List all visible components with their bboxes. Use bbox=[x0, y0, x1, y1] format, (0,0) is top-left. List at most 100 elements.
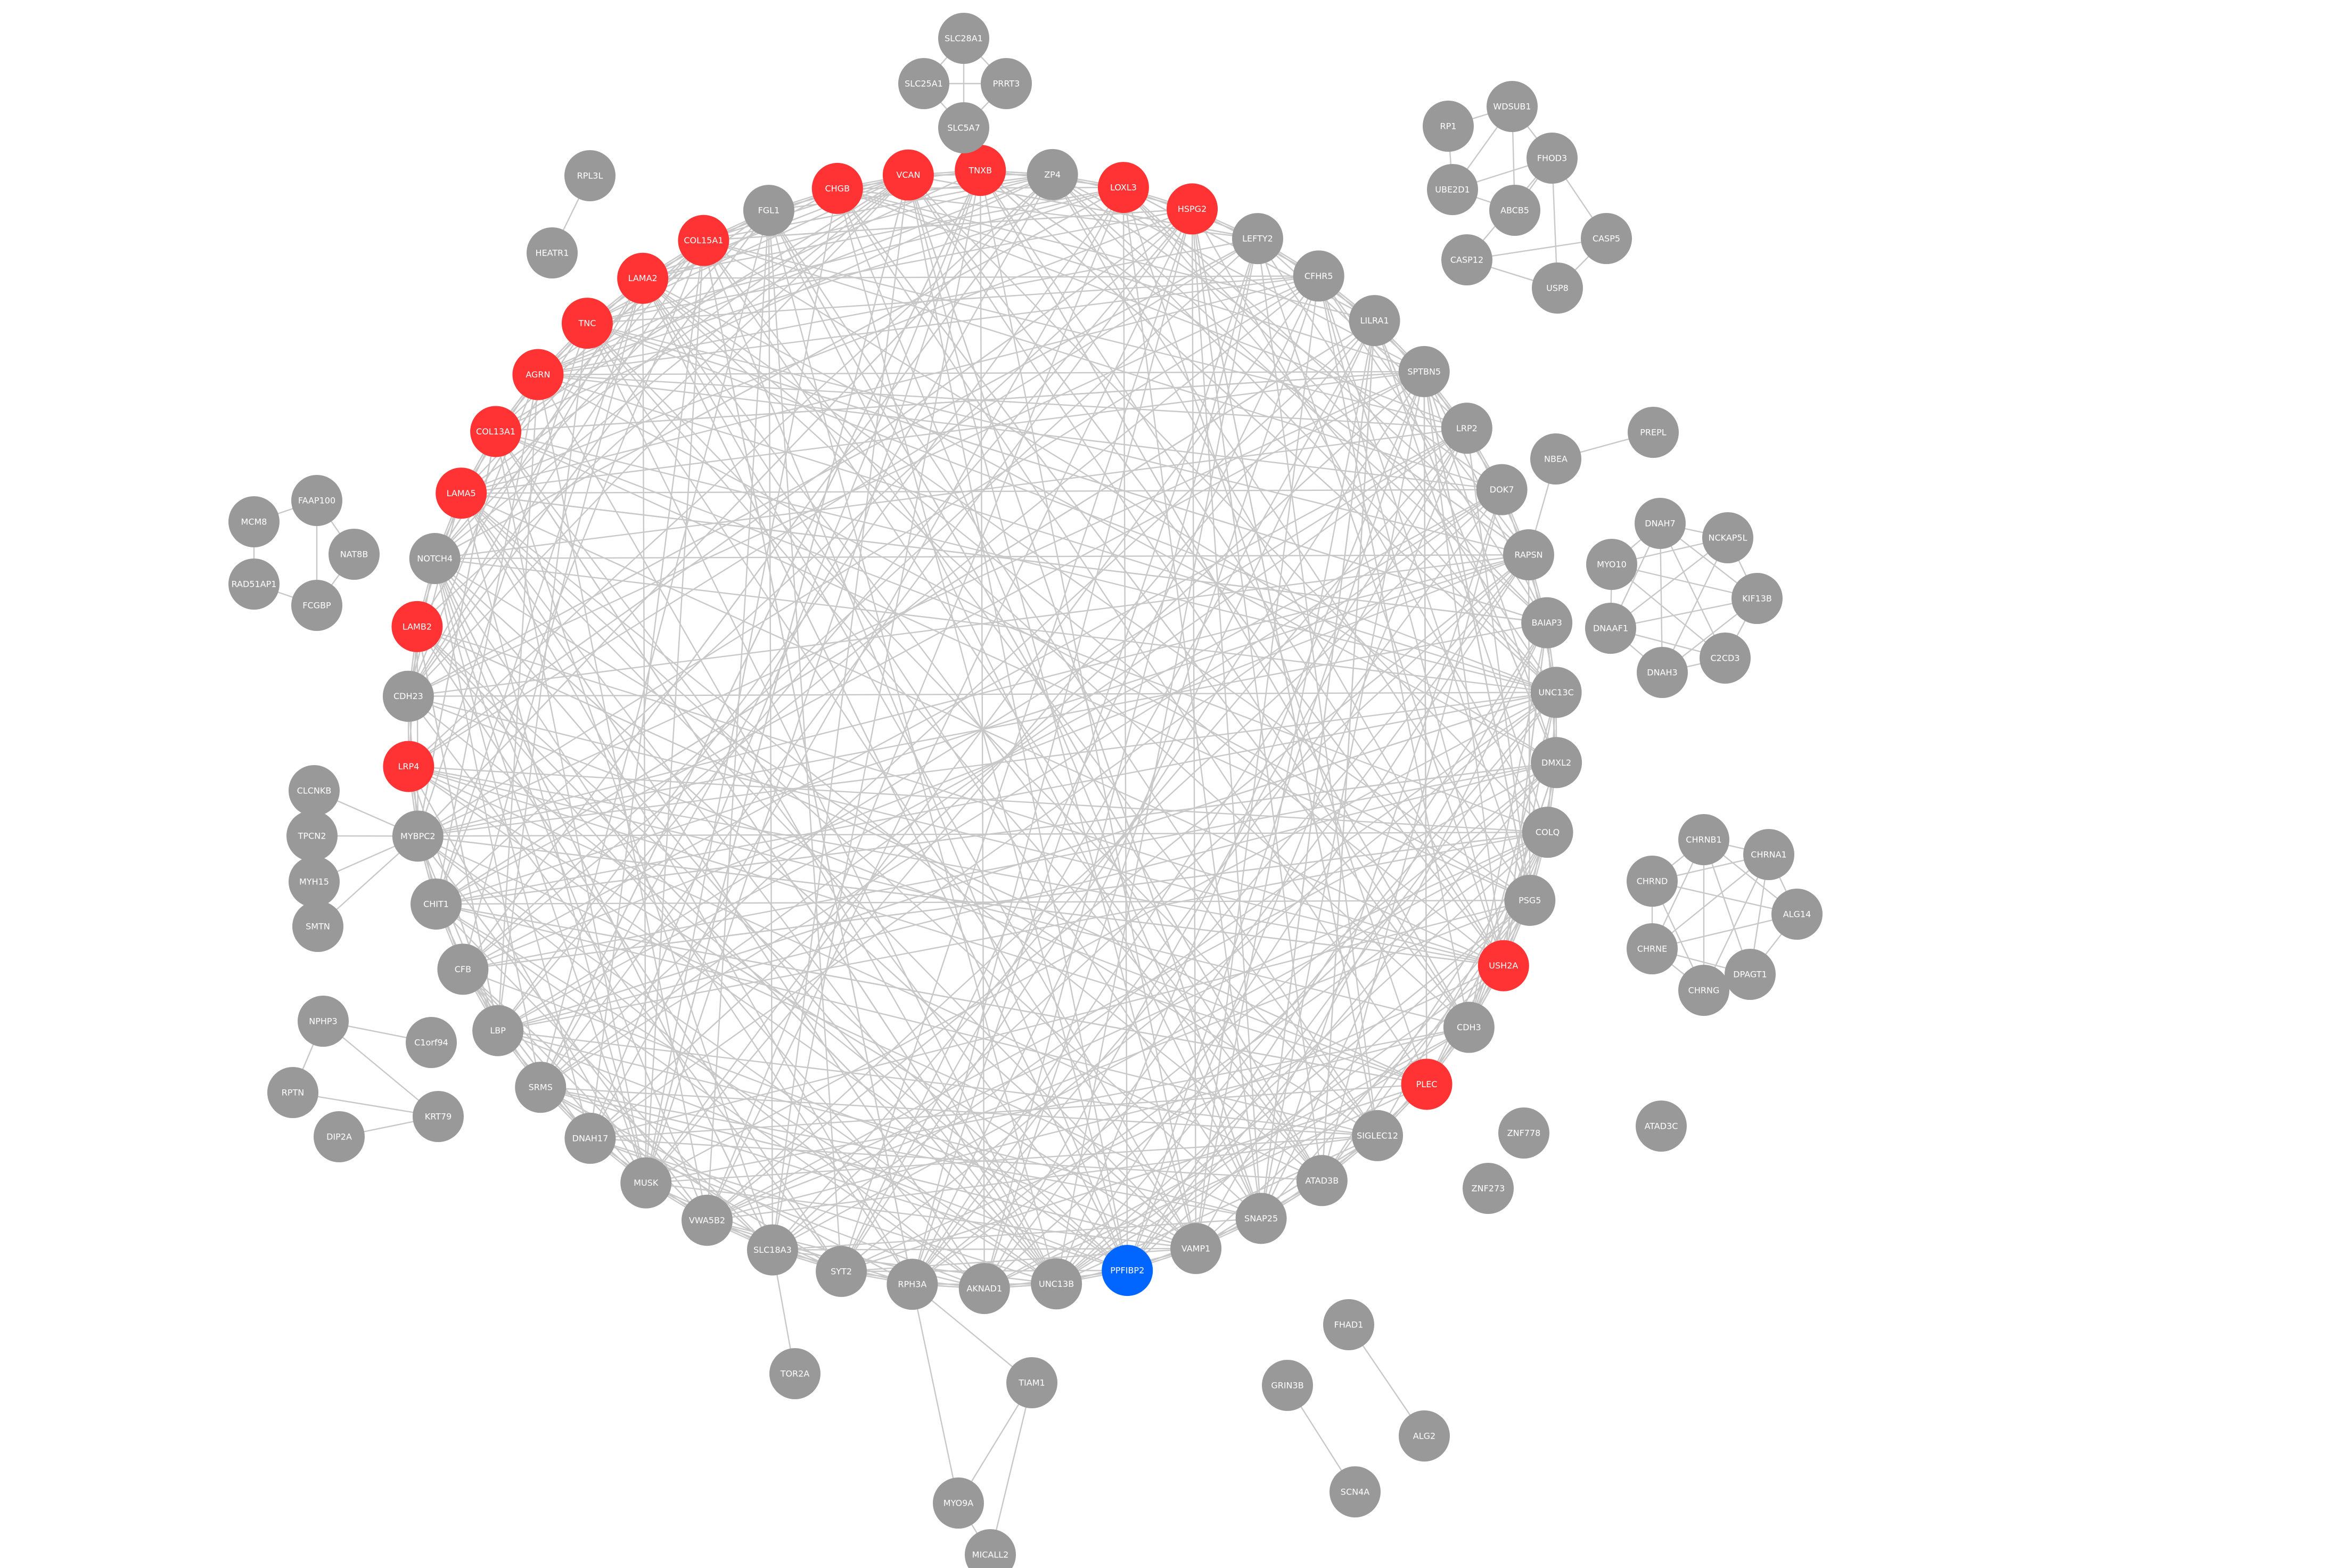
node-VCAN[interactable]: VCAN bbox=[882, 149, 934, 201]
node-RPTN[interactable]: RPTN bbox=[267, 1067, 318, 1118]
node-circle[interactable] bbox=[1027, 149, 1078, 200]
node-circle[interactable] bbox=[981, 58, 1032, 109]
node-LOXL3[interactable]: LOXL3 bbox=[1097, 162, 1149, 214]
node-ATAD3C[interactable]: ATAD3C bbox=[1636, 1101, 1687, 1152]
node-circle[interactable] bbox=[406, 1017, 457, 1068]
node-COLQ[interactable]: COLQ bbox=[1522, 807, 1573, 858]
node-PLEC[interactable]: PLEC bbox=[1401, 1058, 1452, 1110]
node-ZNF273[interactable]: ZNF273 bbox=[1463, 1163, 1514, 1214]
node-NOTCH4[interactable]: NOTCH4 bbox=[409, 533, 461, 585]
node-circle[interactable] bbox=[965, 1529, 1016, 1568]
node-PSG5[interactable]: PSG5 bbox=[1504, 874, 1556, 926]
node-ATAD3B[interactable]: ATAD3B bbox=[1296, 1155, 1348, 1206]
node-LAMA2[interactable]: LAMA2 bbox=[617, 252, 669, 304]
node-DPAGT1[interactable]: DPAGT1 bbox=[1725, 949, 1776, 1000]
node-circle[interactable] bbox=[938, 102, 989, 153]
node-circle[interactable] bbox=[1398, 346, 1450, 397]
node-DMXL2[interactable]: DMXL2 bbox=[1531, 737, 1582, 789]
node-circle[interactable] bbox=[1427, 164, 1478, 215]
node-MYH15[interactable]: MYH15 bbox=[289, 856, 340, 907]
node-LAMA5[interactable]: LAMA5 bbox=[436, 467, 487, 519]
node-circle[interactable] bbox=[291, 580, 342, 631]
node-circle[interactable] bbox=[472, 1005, 524, 1056]
node-circle[interactable] bbox=[228, 496, 280, 547]
node-PREPL[interactable]: PREPL bbox=[1628, 407, 1679, 458]
node-UNC13B[interactable]: UNC13B bbox=[1031, 1258, 1082, 1310]
node-SYT2[interactable]: SYT2 bbox=[816, 1245, 867, 1297]
node-FHOD3[interactable]: FHOD3 bbox=[1527, 133, 1578, 184]
node-MCM8[interactable]: MCM8 bbox=[228, 496, 280, 547]
node-NBEA[interactable]: NBEA bbox=[1530, 433, 1581, 485]
node-circle[interactable] bbox=[933, 1477, 984, 1529]
node-SLC18A3[interactable]: SLC18A3 bbox=[746, 1224, 798, 1276]
node-circle[interactable] bbox=[289, 765, 340, 816]
node-circle[interactable] bbox=[1478, 940, 1529, 991]
node-circle[interactable] bbox=[1504, 874, 1556, 926]
node-SIGLEC12[interactable]: SIGLEC12 bbox=[1352, 1110, 1404, 1161]
node-circle[interactable] bbox=[1627, 856, 1678, 907]
node-COL15A1[interactable]: COL15A1 bbox=[678, 215, 729, 266]
node-CHRNE[interactable]: CHRNE bbox=[1627, 923, 1678, 974]
node-UBE2D1[interactable]: UBE2D1 bbox=[1427, 164, 1478, 215]
node-circle[interactable] bbox=[1702, 512, 1753, 563]
node-CHRNA1[interactable]: CHRNA1 bbox=[1743, 829, 1794, 880]
node-circle[interactable] bbox=[1463, 1163, 1514, 1214]
node-KRT79[interactable]: KRT79 bbox=[413, 1091, 464, 1142]
node-circle[interactable] bbox=[1678, 965, 1729, 1016]
node-AKNAD1[interactable]: AKNAD1 bbox=[958, 1262, 1010, 1314]
node-LBP[interactable]: LBP bbox=[472, 1005, 524, 1056]
node-RAD51AP1[interactable]: RAD51AP1 bbox=[228, 559, 280, 610]
node-TNC[interactable]: TNC bbox=[561, 298, 613, 349]
node-SLC28A1[interactable]: SLC28A1 bbox=[938, 13, 989, 64]
node-circle[interactable] bbox=[1521, 597, 1573, 648]
node-circle[interactable] bbox=[1352, 1110, 1404, 1161]
node-NAT8B[interactable]: NAT8B bbox=[329, 529, 380, 580]
node-CASP12[interactable]: CASP12 bbox=[1441, 234, 1492, 285]
node-circle[interactable] bbox=[292, 901, 343, 952]
node-MUSK[interactable]: MUSK bbox=[620, 1157, 672, 1209]
node-CDH23[interactable]: CDH23 bbox=[382, 670, 434, 722]
node-circle[interactable] bbox=[314, 1111, 365, 1162]
node-CFHR5[interactable]: CFHR5 bbox=[1293, 250, 1344, 302]
node-DOK7[interactable]: DOK7 bbox=[1476, 464, 1528, 515]
node-GRIN3B[interactable]: GRIN3B bbox=[1262, 1360, 1313, 1411]
node-DNAAF1[interactable]: DNAAF1 bbox=[1585, 603, 1636, 654]
node-circle[interactable] bbox=[882, 149, 934, 201]
node-circle[interactable] bbox=[898, 58, 949, 109]
node-USP8[interactable]: USP8 bbox=[1532, 262, 1583, 314]
node-CHRND[interactable]: CHRND bbox=[1627, 856, 1678, 907]
node-FCGBP[interactable]: FCGBP bbox=[291, 580, 342, 631]
node-circle[interactable] bbox=[1522, 807, 1573, 858]
node-circle[interactable] bbox=[1476, 464, 1528, 515]
node-CHRNB1[interactable]: CHRNB1 bbox=[1678, 814, 1729, 865]
node-circle[interactable] bbox=[228, 559, 280, 610]
node-circle[interactable] bbox=[1531, 737, 1582, 789]
node-VWA5B2[interactable]: VWA5B2 bbox=[682, 1194, 733, 1246]
node-circle[interactable] bbox=[1628, 407, 1679, 458]
node-circle[interactable] bbox=[382, 670, 434, 722]
node-circle[interactable] bbox=[1487, 81, 1538, 132]
node-circle[interactable] bbox=[1725, 949, 1776, 1000]
node-circle[interactable] bbox=[1678, 814, 1729, 865]
node-circle[interactable] bbox=[938, 13, 989, 64]
node-TOR2A[interactable]: TOR2A bbox=[769, 1348, 820, 1399]
node-circle[interactable] bbox=[1771, 889, 1823, 940]
node-TPCN2[interactable]: TPCN2 bbox=[286, 810, 338, 861]
node-circle[interactable] bbox=[267, 1067, 318, 1118]
node-circle[interactable] bbox=[678, 215, 729, 266]
node-FGL1[interactable]: FGL1 bbox=[743, 185, 794, 236]
node-circle[interactable] bbox=[527, 227, 578, 278]
node-CASP5[interactable]: CASP5 bbox=[1581, 213, 1632, 264]
node-circle[interactable] bbox=[409, 533, 461, 585]
node-DIP2A[interactable]: DIP2A bbox=[314, 1111, 365, 1162]
node-LRP4[interactable]: LRP4 bbox=[383, 741, 434, 792]
node-circle[interactable] bbox=[1102, 1245, 1153, 1296]
node-KIF13B[interactable]: KIF13B bbox=[1731, 573, 1783, 624]
node-circle[interactable] bbox=[515, 1062, 567, 1113]
node-circle[interactable] bbox=[291, 475, 342, 526]
node-TIAM1[interactable]: TIAM1 bbox=[1006, 1357, 1057, 1408]
node-HSPG2[interactable]: HSPG2 bbox=[1167, 183, 1218, 235]
node-circle[interactable] bbox=[1731, 573, 1783, 624]
node-MICALL2[interactable]: MICALL2 bbox=[965, 1529, 1016, 1568]
node-VAMP1[interactable]: VAMP1 bbox=[1170, 1222, 1222, 1274]
